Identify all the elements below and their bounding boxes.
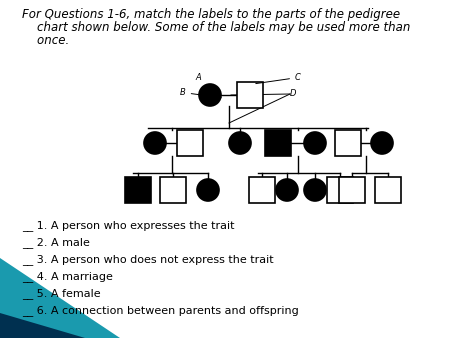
Text: __ 6. A connection between parents and offspring: __ 6. A connection between parents and o… [22, 305, 299, 316]
Bar [160, 177, 186, 203]
Text: D: D [290, 90, 297, 98]
Bar [177, 130, 203, 156]
Text: chart shown below. Some of the labels may be used more than: chart shown below. Some of the labels ma… [22, 21, 410, 34]
Text: C: C [256, 73, 301, 83]
Text: __ 3. A person who does not express the trait: __ 3. A person who does not express the … [22, 254, 274, 265]
Circle shape [199, 84, 221, 106]
Circle shape [229, 132, 251, 154]
Bar [327, 177, 353, 203]
Bar [335, 130, 361, 156]
Bar [249, 177, 275, 203]
Text: For Questions 1-6, match the labels to the parts of the pedigree: For Questions 1-6, match the labels to t… [22, 8, 400, 21]
Text: __ 1. A person who expresses the trait: __ 1. A person who expresses the trait [22, 220, 234, 231]
Circle shape [197, 179, 219, 201]
Text: __ 5. A female: __ 5. A female [22, 288, 101, 299]
Circle shape [144, 132, 166, 154]
Circle shape [304, 132, 326, 154]
Bar [237, 82, 263, 108]
Text: __ 2. A male: __ 2. A male [22, 237, 90, 248]
Text: __ 4. A marriage: __ 4. A marriage [22, 271, 113, 282]
Bar [265, 130, 291, 156]
Text: A: A [195, 73, 206, 86]
Text: once.: once. [22, 34, 69, 47]
Circle shape [304, 179, 326, 201]
Circle shape [276, 179, 298, 201]
Circle shape [371, 132, 393, 154]
Polygon shape [0, 313, 85, 338]
Bar [375, 177, 401, 203]
Text: B: B [180, 88, 221, 98]
Polygon shape [0, 258, 120, 338]
Bar [339, 177, 365, 203]
Bar [125, 177, 151, 203]
